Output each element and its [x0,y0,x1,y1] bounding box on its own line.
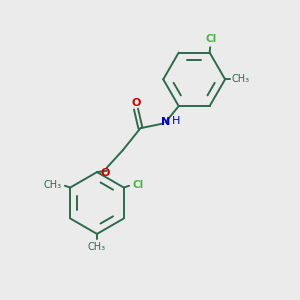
Text: N: N [161,117,170,127]
Text: O: O [131,98,141,108]
Text: Cl: Cl [206,34,217,44]
Text: Cl: Cl [132,180,143,190]
Text: CH₃: CH₃ [44,180,62,190]
Text: O: O [100,168,110,178]
Text: H: H [172,116,180,126]
Text: CH₃: CH₃ [232,74,250,84]
Text: CH₃: CH₃ [88,242,106,252]
